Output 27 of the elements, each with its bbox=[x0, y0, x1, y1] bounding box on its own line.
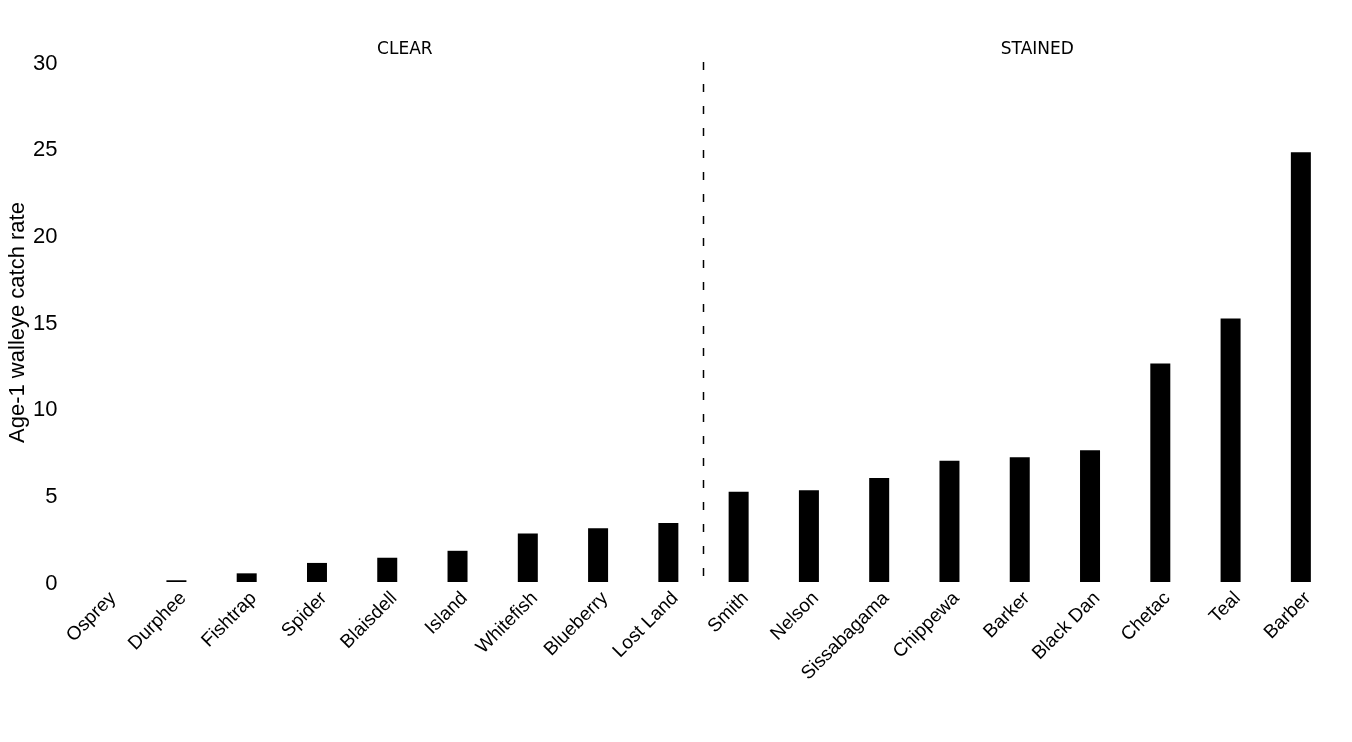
y-tick-label: 15 bbox=[33, 309, 58, 335]
bar bbox=[447, 550, 468, 582]
y-axis-title: Age-1 walleye catch rate bbox=[4, 202, 30, 443]
y-tick-label: 5 bbox=[45, 482, 58, 508]
bar bbox=[1150, 363, 1171, 582]
y-tick-label: 30 bbox=[33, 49, 58, 75]
x-tick-label: Teal bbox=[1204, 587, 1245, 627]
bar bbox=[1290, 152, 1311, 582]
bar bbox=[658, 523, 679, 582]
bar bbox=[306, 562, 327, 582]
bar bbox=[1080, 450, 1101, 582]
bar bbox=[517, 533, 538, 582]
bar bbox=[939, 460, 960, 582]
bar bbox=[377, 557, 398, 582]
bar bbox=[869, 478, 890, 582]
bar bbox=[728, 491, 749, 582]
y-tick-label: 0 bbox=[45, 569, 58, 595]
bar bbox=[1220, 318, 1241, 582]
bar bbox=[1009, 457, 1030, 582]
text: CLEAR bbox=[377, 38, 433, 58]
bar bbox=[588, 528, 609, 582]
bar bbox=[798, 490, 819, 582]
bar bbox=[236, 573, 257, 582]
y-tick-label: 25 bbox=[33, 136, 58, 162]
y-tick-label: 10 bbox=[33, 396, 58, 422]
y-tick-label: 20 bbox=[33, 222, 58, 248]
text: STAINED bbox=[1000, 38, 1074, 58]
